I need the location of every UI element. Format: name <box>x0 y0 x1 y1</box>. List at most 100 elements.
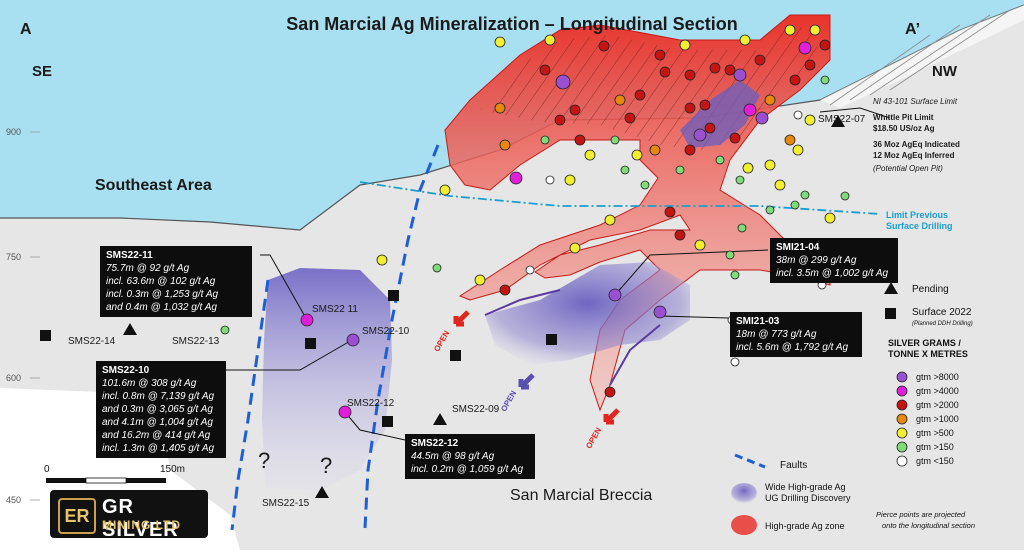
callout-line: 38m @ 299 g/t Ag <box>776 255 857 266</box>
pierce-point <box>715 155 725 165</box>
open-arrow-icon <box>603 408 620 425</box>
map-title: San Marcial Ag Mineralization – Longitud… <box>286 14 737 34</box>
legend-label: Surface 2022 <box>912 307 972 318</box>
callout-smi21-04: SMI21-04 38m @ 299 g/t Ag incl. 3.5m @ 1… <box>770 238 898 283</box>
pierce-point <box>755 111 769 125</box>
gtm-class-label: gtm >1000 <box>916 414 959 424</box>
hole-traces-purple <box>484 289 661 386</box>
callout-sms22-10: SMS22-10 101.6m @ 308 g/t Ag incl. 0.8m … <box>96 361 226 458</box>
pierce-point <box>790 200 800 210</box>
gtm-class-icon <box>896 371 908 383</box>
pierce-point <box>569 242 581 254</box>
callout-line: incl. 0.8m @ 7,139 g/t Ag <box>102 391 215 402</box>
callout-sms22-11: SMS22-11 75.7m @ 92 g/t Ag incl. 63.6m @… <box>100 246 252 317</box>
pierce-point <box>764 94 776 106</box>
hole-label: SMS22-13 <box>172 336 220 347</box>
pierce-point <box>640 180 650 190</box>
pending-triangle <box>433 413 447 425</box>
pierce-point <box>804 59 816 71</box>
pierce-point <box>584 149 596 161</box>
legend-label: (Planned DDH Drilling) <box>912 321 973 327</box>
callout-line: and 4.1m @ 1,004 g/t Ag <box>102 417 213 428</box>
pierce-point <box>545 175 555 185</box>
elevation-label: 900 <box>6 127 21 137</box>
fault-line-east <box>363 144 440 529</box>
pierce-point <box>432 263 442 273</box>
pierce-point <box>742 162 754 174</box>
pierce-point <box>733 68 747 82</box>
pierce-point <box>608 288 622 302</box>
direction-se: SE <box>32 63 52 80</box>
callout-line: 18m @ 773 g/t Ag <box>736 329 817 340</box>
pierce-point <box>620 165 630 175</box>
pending-triangle <box>315 486 329 498</box>
pierce-point <box>739 34 751 46</box>
hole-labels: SMS22-07 SMS22 11 SMS22-10 SMS22-13 SMS2… <box>68 114 866 509</box>
open-arrow-icon <box>518 373 535 390</box>
hole-label: SMS22 11 <box>312 304 358 315</box>
scale-label: 150m <box>160 464 185 475</box>
pit-limit-note: NI 43-101 Surface Limit Whittle Pit Limi… <box>873 97 960 173</box>
pierce-point <box>784 134 796 146</box>
pierce-point <box>525 265 535 275</box>
pierce-point <box>598 40 610 52</box>
legend-label: UG Drilling Discovery <box>765 493 851 503</box>
surface-square <box>382 416 393 427</box>
hole-label: SMS22-07 <box>818 114 866 125</box>
pierce-point <box>604 386 616 398</box>
pierce-point <box>494 102 506 114</box>
pierce-point <box>709 62 721 74</box>
gtm-class-label: gtm >4000 <box>916 386 959 396</box>
elevation-label: 450 <box>6 495 21 505</box>
legend-header: SILVER GRAMS / <box>888 338 961 348</box>
logo-mark: ER <box>58 498 96 534</box>
limit-previous-label: Surface Drilling <box>886 221 953 231</box>
legend: Pending Surface 2022 (Planned DDH Drilli… <box>731 282 975 535</box>
pierce-point <box>540 135 550 145</box>
pierce-point <box>819 39 831 51</box>
pierce-point <box>474 274 486 286</box>
hole-label: SMS22-09 <box>452 404 500 415</box>
pierce-point <box>725 250 735 260</box>
drill-symbols <box>40 115 845 498</box>
pierce-point <box>694 239 706 251</box>
gtm-class-icon <box>896 385 908 397</box>
pending-triangle <box>831 115 845 127</box>
callout-line: incl. 1.3m @ 1,405 g/t Ag <box>102 443 215 454</box>
pierce-point <box>220 325 230 335</box>
pierce-point <box>724 64 736 76</box>
legend-label: Wide High-grade Ag <box>765 482 846 492</box>
callout-sms22-12: SMS22-12 44.5m @ 98 g/t Ag incl. 0.2m @ … <box>405 434 535 479</box>
pending-legend-icon <box>884 282 898 294</box>
gtm-class-icon <box>896 427 908 439</box>
gtm-class-label: gtm >2000 <box>916 400 959 410</box>
surface-legend-icon <box>885 308 896 319</box>
pierce-point <box>693 128 707 142</box>
pierce-point <box>754 54 766 66</box>
callout-title: SMI21-04 <box>776 242 820 253</box>
high-grade-legend-icon <box>731 515 757 535</box>
surface-square <box>40 330 51 341</box>
pierce-point <box>824 212 836 224</box>
gtm-class-icon <box>896 399 908 411</box>
pierce-point <box>494 36 506 48</box>
pierce-point <box>338 405 352 419</box>
hole-label: SMS22-10 <box>362 326 410 337</box>
legend-note: onto the longitudinal section <box>882 521 975 530</box>
surface-square <box>546 334 557 345</box>
pit-note-line: $18.50 US/oz Ag <box>873 124 935 133</box>
pierce-point <box>653 305 667 319</box>
wide-high-grade-zone-east <box>485 262 690 365</box>
scale-label: 0 <box>44 464 50 475</box>
pierce-point <box>789 74 801 86</box>
callout-line: and 16.2m @ 414 g/t Ag <box>102 430 211 441</box>
callout-line: 44.5m @ 98 g/t Ag <box>411 451 495 462</box>
pierce-point <box>659 66 671 78</box>
pierce-point <box>675 165 685 175</box>
pierce-point <box>509 171 523 185</box>
legend-label: Pending <box>912 284 949 295</box>
open-arrow-icon <box>453 310 470 327</box>
pierce-point <box>809 24 821 36</box>
legend-label: Faults <box>780 460 807 471</box>
